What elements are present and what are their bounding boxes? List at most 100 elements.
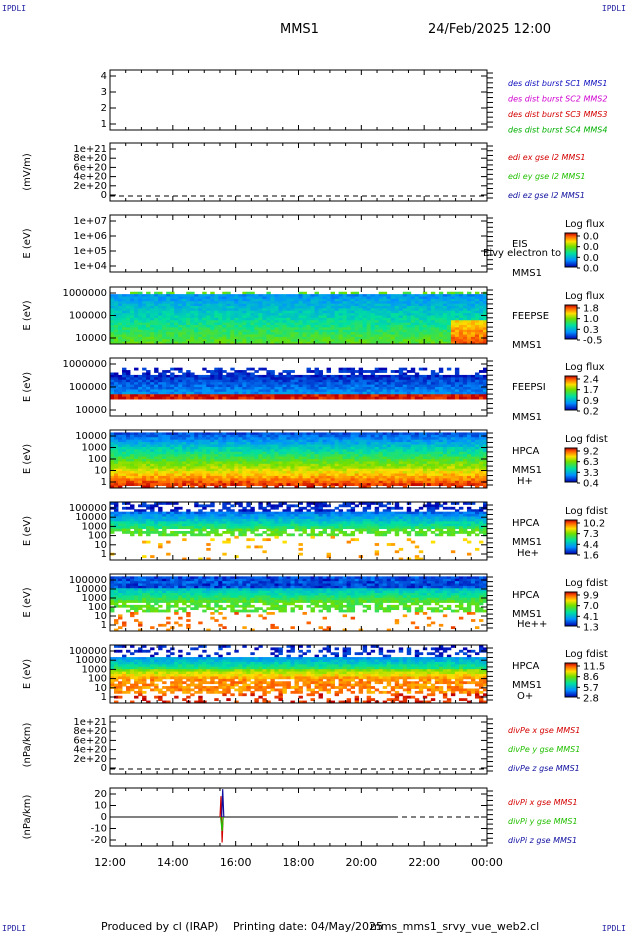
spectrogram-cell — [250, 478, 255, 482]
spectrogram-cell — [214, 306, 219, 309]
spectrogram-cell — [318, 310, 323, 314]
spectrogram-cell — [114, 325, 119, 328]
spectrogram-cell — [122, 308, 127, 312]
spectrogram-cell — [170, 296, 175, 300]
spectrogram-cell — [266, 332, 271, 335]
spectrogram-cell — [150, 322, 155, 326]
spectrogram-cell — [302, 394, 307, 398]
spectrogram-cell — [278, 434, 283, 438]
spectrogram-cell — [114, 444, 119, 448]
spectrogram-cell — [178, 382, 183, 385]
spectrogram-cell — [130, 329, 135, 333]
ytick-label: 1000000 — [62, 288, 107, 299]
spectrogram-cell — [202, 379, 207, 383]
spectrogram-cell — [202, 449, 207, 453]
spectrogram-cell — [274, 374, 279, 378]
spectrogram-cell — [162, 475, 167, 479]
spectrogram-cell — [426, 317, 432, 321]
spectrogram-cell — [354, 313, 360, 316]
spectrogram-cell — [398, 332, 404, 335]
spectrogram-cell — [294, 303, 299, 307]
spectrogram-cell — [218, 456, 223, 460]
spectrogram-cell — [282, 308, 287, 312]
spectrogram-cell — [202, 446, 207, 450]
spectrogram-cell — [314, 434, 319, 438]
spectrogram-cell — [270, 478, 275, 482]
spectrogram-cell — [286, 306, 291, 309]
spectrogram-cell — [246, 372, 251, 376]
spectrogram-cell — [258, 466, 263, 470]
spectrogram-cell — [282, 370, 287, 373]
spectrogram-cell — [406, 332, 412, 335]
spectrogram-cell — [470, 341, 476, 345]
spectrogram-cell — [146, 475, 151, 479]
spectrogram-cell — [234, 471, 239, 474]
spectrogram-cell — [230, 298, 235, 302]
legend-entry: edi ez gse l2 MMS1 — [508, 191, 585, 200]
spectrogram-cell — [366, 374, 372, 378]
spectrogram-cell — [242, 377, 247, 381]
spectrogram-cell — [342, 478, 348, 482]
spectrogram-cell — [162, 315, 167, 319]
spectrogram-cell — [130, 444, 135, 448]
spectrogram-cell — [390, 325, 396, 328]
spectrogram-cell — [274, 310, 279, 314]
spectrogram-cell — [262, 298, 267, 302]
spectrogram-cell — [162, 466, 167, 470]
spectrogram-cell — [378, 374, 384, 378]
spectrogram-cell — [282, 444, 287, 448]
spectrogram-cell — [406, 396, 412, 400]
spectrogram-cell — [198, 446, 203, 450]
spectrogram-cell — [266, 483, 271, 486]
spectrogram-cell — [402, 377, 408, 381]
spectrogram-cell — [326, 396, 331, 400]
spectrogram-cell — [330, 382, 335, 385]
spectrogram-cell — [290, 310, 295, 314]
spectrogram-cell — [474, 306, 480, 309]
spectrogram-cell — [254, 483, 259, 486]
spectrogram-cell — [422, 382, 428, 385]
spectrogram-cell — [166, 389, 171, 393]
spectrogram-cell — [474, 372, 480, 376]
spectrogram-cell — [222, 341, 227, 345]
spectrogram-cell — [294, 341, 299, 345]
spectrogram-cell — [158, 434, 163, 438]
spectrogram-cell — [154, 370, 159, 373]
spectrogram-cell — [126, 449, 131, 453]
spectrogram-cell — [230, 329, 235, 333]
spectrogram-cell — [202, 459, 207, 462]
spectrogram-cell — [230, 310, 235, 314]
spectrogram-cell — [114, 374, 119, 378]
spectrogram-cell — [478, 306, 484, 309]
spectrogram-cell — [230, 444, 235, 448]
spectrogram-cell — [178, 463, 183, 467]
spectrogram-cell — [334, 434, 340, 438]
spectrogram-cell — [422, 374, 428, 378]
spectrogram-cell — [162, 336, 167, 340]
spectrogram-cell — [278, 334, 283, 338]
spectrogram-cell — [162, 301, 167, 305]
spectrogram-cell — [270, 315, 275, 319]
spectrogram-cell — [190, 475, 195, 479]
spectrogram-cell — [390, 327, 396, 331]
spectrogram-cell — [258, 473, 263, 477]
spectrogram-cell — [442, 334, 448, 338]
spectrogram-cell — [194, 384, 199, 388]
spectrogram-cell — [442, 391, 448, 395]
spectrogram-cell — [262, 317, 267, 321]
spectrogram-cell — [290, 466, 295, 470]
spectrogram-cell — [186, 334, 191, 338]
spectrogram-cell — [198, 439, 203, 443]
spectrogram-cell — [362, 308, 368, 312]
spectrogram-cell — [178, 367, 183, 371]
spectrogram-cell — [462, 329, 468, 333]
spectrogram-cell — [110, 451, 115, 455]
spectrogram-cell — [326, 483, 331, 486]
spectrogram-cell — [146, 471, 151, 474]
spectrogram-cell — [438, 387, 444, 390]
spectrogram-cell — [226, 439, 231, 443]
spectrogram-cell — [286, 478, 291, 482]
spectrogram-cell — [206, 444, 211, 448]
spectrogram-cell — [126, 296, 131, 300]
spectrogram-cell — [310, 389, 315, 393]
